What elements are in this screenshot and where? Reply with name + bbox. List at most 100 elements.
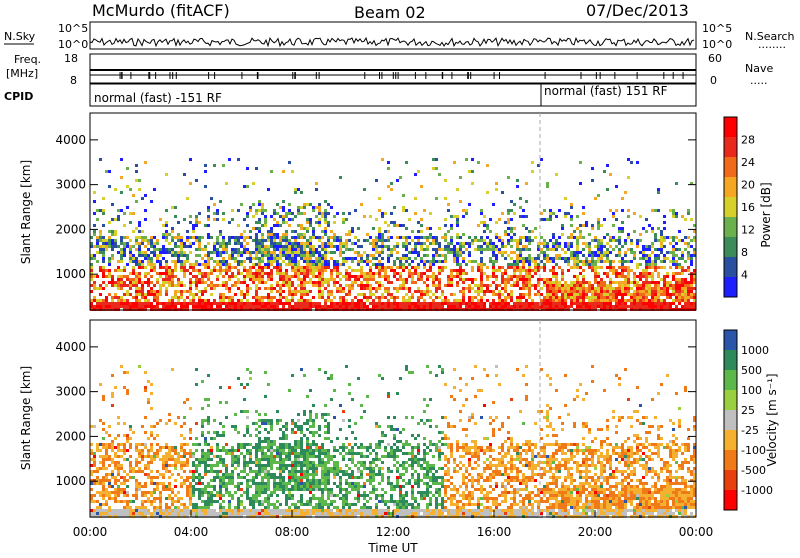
heatmap-cell [336,239,339,242]
heatmap-cell [351,302,354,305]
heatmap-cell [336,275,339,278]
heatmap-cell [609,299,612,302]
heatmap-cell [387,161,390,164]
heatmap-cell [519,275,522,278]
heatmap-cell [318,203,321,206]
heatmap-cell [189,221,192,224]
heatmap-cell [246,284,249,287]
heatmap-cell [468,254,471,257]
heatmap-cell [576,278,579,281]
heatmap-cell [303,284,306,287]
heatmap-cell [234,302,237,305]
heatmap-cell [258,275,261,278]
heatmap-cell [204,263,207,266]
heatmap-cell [180,497,183,500]
heatmap-cell [468,305,471,308]
heatmap-cell [291,296,294,299]
heatmap-cell [402,224,405,227]
heatmap-cell [267,302,270,305]
heatmap-cell [189,284,192,287]
heatmap-cell [549,239,552,242]
heatmap-cell [135,290,138,293]
heatmap-cell [237,500,240,503]
heatmap-cell [162,512,165,515]
heatmap-cell [369,293,372,296]
heatmap-cell [453,248,456,251]
heatmap-cell [573,254,576,257]
heatmap-cell [174,296,177,299]
heatmap-cell [150,455,153,458]
heatmap-cell [390,251,393,254]
heatmap-cell [519,206,522,209]
heatmap-cell [315,305,318,308]
heatmap-cell [405,236,408,239]
heatmap-cell [117,500,120,503]
freq-label: Freq. [14,53,41,66]
heatmap-cell [303,254,306,257]
freq-top: 18 [64,52,78,65]
heatmap-cell [519,197,522,200]
heatmap-cell [108,506,111,509]
heatmap-cell [402,245,405,248]
heatmap-cell [126,290,129,293]
heatmap-cell [186,257,189,260]
heatmap-cell [120,455,123,458]
heatmap-cell [690,302,693,305]
heatmap-cell [297,272,300,275]
heatmap-cell [609,269,612,272]
heatmap-cell [579,305,582,308]
heatmap-cell [351,305,354,308]
heatmap-cell [276,203,279,206]
heatmap-cell [477,224,480,227]
heatmap-cell [411,230,414,233]
heatmap-cell [213,455,216,458]
heatmap-cell [588,290,591,293]
heatmap-cell [357,305,360,308]
heatmap-cell [321,284,324,287]
heatmap-cell [162,509,165,512]
heatmap-cell [294,275,297,278]
heatmap-cell [498,290,501,293]
heatmap-cell [225,485,228,488]
heatmap-cell [345,293,348,296]
heatmap-cell [171,254,174,257]
heatmap-cell [564,197,567,200]
heatmap-cell [216,434,219,437]
heatmap-cell [303,299,306,302]
heatmap-cell [306,245,309,248]
heatmap-cell [273,224,276,227]
heatmap-cell [297,278,300,281]
heatmap-cell [378,263,381,266]
heatmap-cell [231,425,234,428]
heatmap-cell [264,482,267,485]
heatmap-cell [387,299,390,302]
heatmap-cell [141,236,144,239]
heatmap-cell [663,275,666,278]
heatmap-cell [339,278,342,281]
heatmap-cell [516,263,519,266]
heatmap-cell [201,275,204,278]
heatmap-cell [576,260,579,263]
heatmap-cell [93,212,96,215]
heatmap-cell [246,248,249,251]
heatmap-cell [450,251,453,254]
heatmap-cell [669,251,672,254]
heatmap-cell [189,476,192,479]
heatmap-cell [93,470,96,473]
heatmap-cell [513,302,516,305]
heatmap-cell [645,248,648,251]
heatmap-cell [405,248,408,251]
heatmap-cell [222,242,225,245]
heatmap-cell [159,446,162,449]
heatmap-cell [612,272,615,275]
heatmap-cell [465,302,468,305]
heatmap-cell [588,287,591,290]
heatmap-cell [525,272,528,275]
heatmap-cell [192,461,195,464]
heatmap-cell [237,287,240,290]
heatmap-cell [210,446,213,449]
heatmap-cell [456,188,459,191]
heatmap-cell [450,272,453,275]
heatmap-cell [225,482,228,485]
heatmap-cell [258,287,261,290]
